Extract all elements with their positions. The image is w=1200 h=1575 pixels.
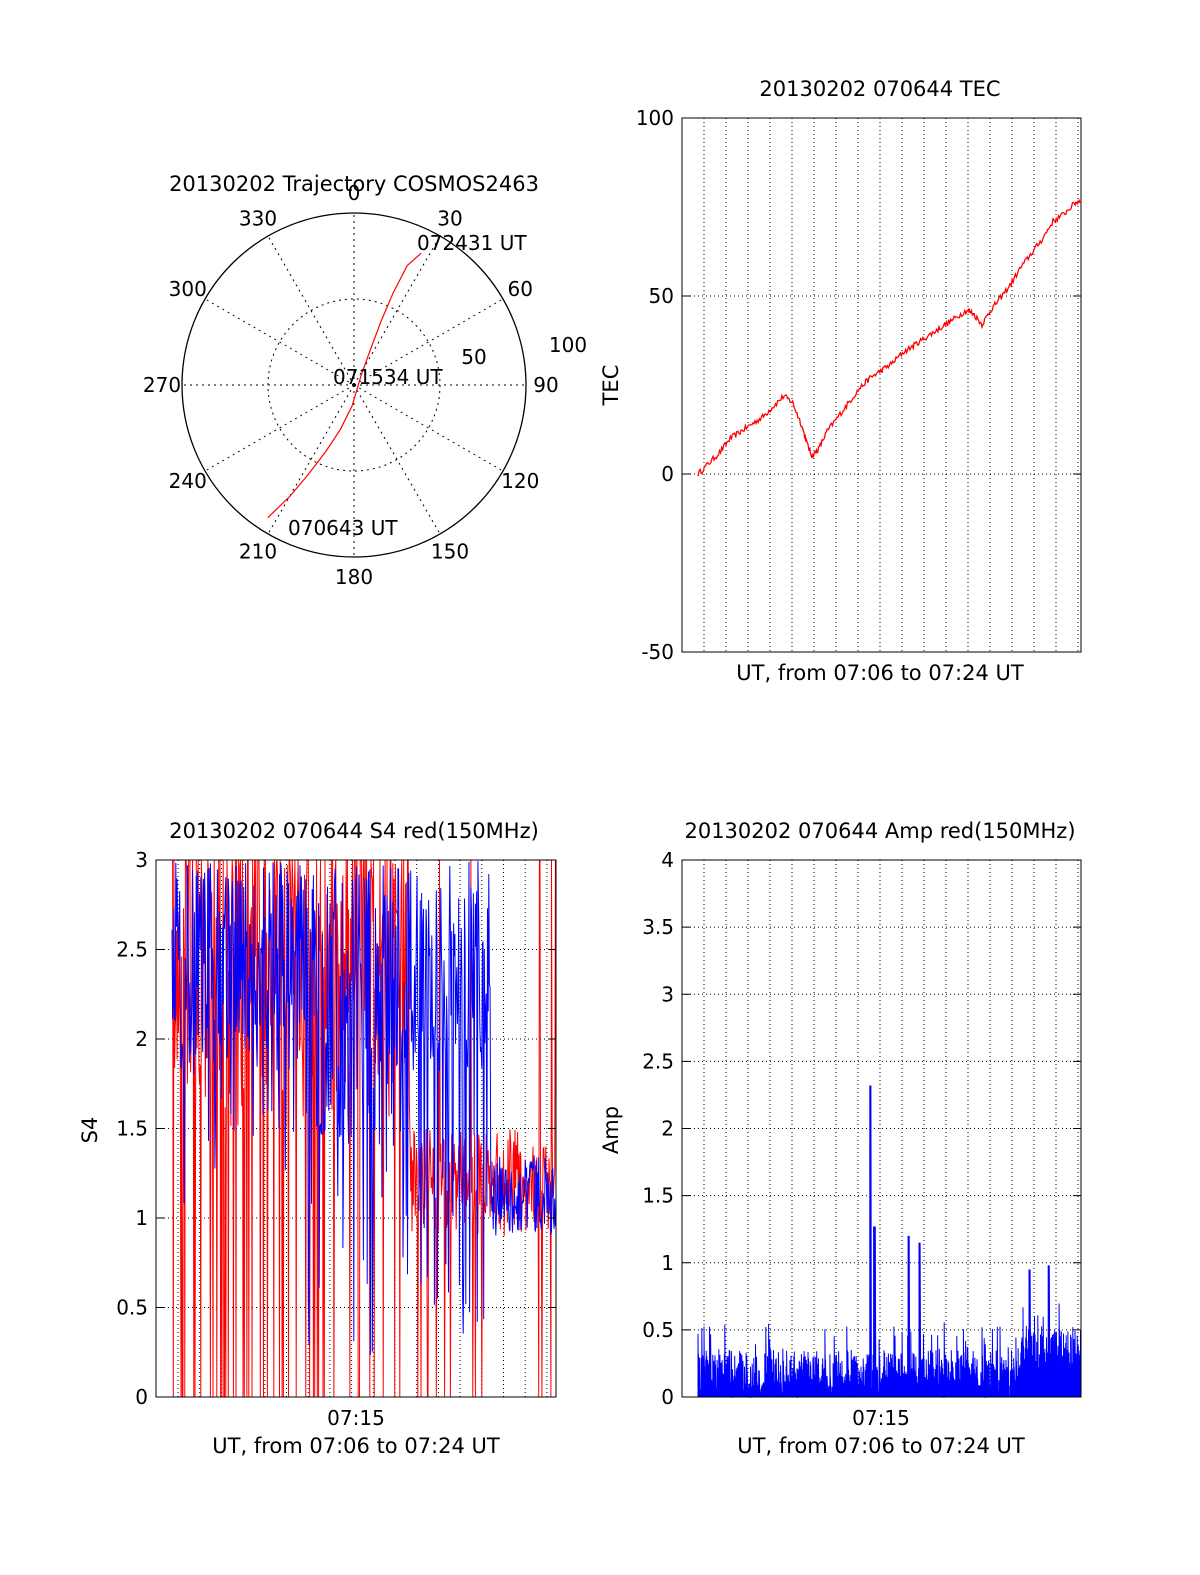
y-tick-label: 0	[661, 462, 674, 486]
polar-spoke	[267, 384, 355, 535]
polar-angle-label: 150	[431, 539, 469, 563]
trajectory-end-label: 072431 UT	[417, 231, 527, 255]
y-tick-label: 0	[135, 1385, 148, 1409]
trajectory-title: 20130202 Trajectory COSMOS2463	[169, 172, 539, 196]
s4-y-ticks: 0 0.5 1 1.5 2 2.5 3	[116, 848, 556, 1409]
amp-x-label: UT, from 07:06 to 07:24 UT	[737, 1434, 1025, 1458]
polar-spoke	[353, 384, 504, 472]
trajectory-mid-label: 071534 UT	[333, 365, 443, 389]
s4-title: 20130202 070644 S4 red(150MHz)	[169, 819, 539, 843]
radius-label-50: 50	[461, 345, 486, 369]
y-tick-label: 1	[661, 1251, 674, 1275]
y-tick-label: 100	[636, 106, 674, 130]
y-tick-label: -50	[641, 640, 674, 664]
tec-y-ticks: -50 0 50 100	[636, 106, 1081, 664]
tec-plot-frame	[681, 117, 1082, 653]
s4-panel: 20130202 070644 S4 red(150MHz) 0 0.5 1 1.5 2…	[78, 819, 557, 1458]
polar-spoke	[353, 235, 441, 386]
polar-angle-label: 300	[169, 277, 207, 301]
y-tick-label: 0.5	[642, 1318, 674, 1342]
amp-panel: 20130202 070644 Amp red(150MHz) 0 0.5 1 1.5…	[599, 819, 1082, 1458]
polar-spoke	[267, 235, 355, 386]
trajectory-start-label: 070643 UT	[288, 516, 398, 540]
tec-x-label: UT, from 07:06 to 07:24 UT	[736, 661, 1024, 685]
radius-label-100: 100	[549, 333, 587, 357]
polar-angle-label: 30	[437, 207, 462, 231]
y-tick-label: 3	[135, 848, 148, 872]
polar-angle-label: 0	[348, 181, 361, 205]
polar-spoke	[204, 384, 355, 472]
y-tick-label: 2.5	[642, 1049, 674, 1073]
y-tick-label: 1.5	[642, 1184, 674, 1208]
y-tick-label: 0	[661, 1385, 674, 1409]
polar-outer-circle	[181, 212, 527, 558]
polar-angle-label: 90	[533, 373, 558, 397]
y-tick-label: 0.5	[116, 1296, 148, 1320]
y-tick-label: 1.5	[116, 1117, 148, 1141]
polar-angle-label: 120	[501, 469, 539, 493]
trajectory-panel: 20130202 Trajectory COSMOS2463 0 30 60 90 12…	[143, 172, 587, 589]
tec-grid	[682, 117, 1081, 653]
y-tick-label: 2	[661, 1117, 674, 1141]
s4-y-label: S4	[78, 1117, 102, 1144]
trajectory-line	[267, 252, 422, 519]
y-tick-label: 2	[135, 1027, 148, 1051]
y-tick-label: 3	[661, 982, 674, 1006]
y-tick-label: 50	[649, 284, 674, 308]
polar-spoke	[353, 384, 441, 535]
amp-y-label: Amp	[599, 1106, 623, 1154]
amp-y-ticks: 0 0.5 1 1.5 2 2.5 3 3.5 4	[642, 848, 1081, 1409]
s4-x-label: UT, from 07:06 to 07:24 UT	[212, 1434, 500, 1458]
polar-angle-label: 330	[239, 207, 277, 231]
amp-title: 20130202 070644 Amp red(150MHz)	[684, 819, 1075, 843]
s4-x-tick-0715: 07:15	[327, 1406, 385, 1430]
amp-plot-frame	[681, 859, 1082, 1398]
tec-title: 20130202 070644 TEC	[759, 77, 1000, 101]
amp-blue-series	[697, 1085, 1081, 1399]
amp-x-tick-0715: 07:15	[852, 1406, 910, 1430]
polar-grid	[181, 212, 527, 558]
polar-angle-labels: 0 30 60 90 120 150 180 210 240 270 300 330	[143, 181, 559, 589]
y-tick-label: 4	[661, 848, 674, 872]
tec-y-label: TEC	[599, 365, 623, 407]
polar-spoke	[353, 298, 504, 386]
polar-angle-label: 180	[335, 565, 373, 589]
polar-angle-label: 210	[239, 539, 277, 563]
tec-series-line	[697, 198, 1082, 477]
tec-panel: 20130202 070644 TEC -50 0 50 100 UT, from 0…	[599, 77, 1082, 685]
y-tick-label: 1	[135, 1206, 148, 1230]
polar-angle-label: 60	[508, 277, 533, 301]
polar-angle-label: 270	[143, 373, 181, 397]
amp-grid	[682, 859, 1081, 1398]
s4-blue-series	[171, 861, 556, 1355]
y-tick-label: 3.5	[642, 915, 674, 939]
polar-angle-label: 240	[169, 469, 207, 493]
y-tick-label: 2.5	[116, 938, 148, 962]
polar-spoke	[204, 298, 355, 386]
